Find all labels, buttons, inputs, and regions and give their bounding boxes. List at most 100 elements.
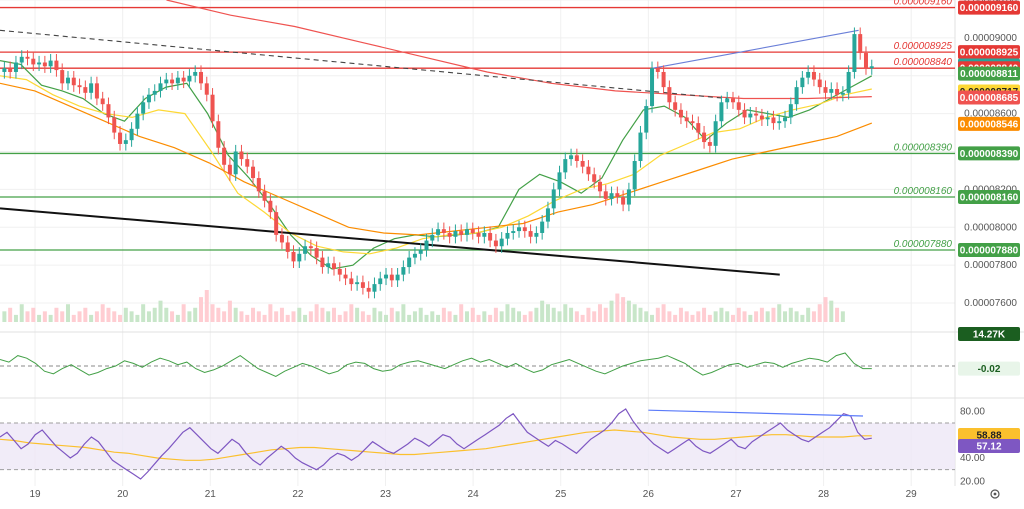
volume-bar: [19, 304, 24, 322]
ma-line: [0, 75, 872, 255]
volume-bar: [320, 307, 325, 322]
volume-bar: [210, 304, 215, 322]
price-tick-label: 0.00008000: [964, 222, 1017, 233]
candle-body: [25, 56, 30, 59]
volume-bar: [204, 290, 209, 322]
volume-bar: [447, 311, 452, 322]
volume-bar: [291, 311, 296, 322]
volume-bar: [193, 307, 198, 322]
volume-bar: [563, 304, 568, 322]
volume-bar: [407, 314, 412, 322]
volume-bar: [777, 304, 782, 322]
candle-body: [146, 94, 151, 103]
candle-body: [19, 56, 24, 63]
candle-body: [459, 231, 464, 235]
volume-bar: [823, 297, 828, 322]
volume-bar: [262, 314, 267, 322]
candle-body: [152, 90, 157, 95]
candle-body: [794, 87, 799, 105]
volume-bar: [488, 314, 493, 322]
candle-body: [684, 117, 689, 122]
candle-body: [788, 104, 793, 118]
volume-bar: [811, 311, 816, 322]
candle-body: [800, 77, 805, 88]
horizontal-levels[interactable]: 0.000009160 0.000008925 0.000008840 0.00000…: [0, 0, 955, 251]
volume-bar: [592, 311, 597, 322]
price-badge: [958, 66, 1020, 81]
trendlines[interactable]: [0, 29, 859, 276]
price-tick-label: 0.00009000: [964, 33, 1017, 44]
candle-body: [493, 240, 498, 247]
time-axis[interactable]: 19 20 21 22 23 24 25 26 27 28 29: [29, 489, 917, 500]
candle-body: [603, 191, 608, 199]
volume-bar: [650, 314, 655, 322]
volume-badge: [958, 327, 1020, 341]
candlesticks[interactable]: [2, 27, 874, 299]
volume-bar: [77, 311, 82, 322]
candle-body: [852, 34, 857, 72]
candle-body: [534, 232, 539, 237]
candle-body: [320, 257, 325, 268]
volume-bar: [736, 307, 741, 322]
candle-body: [331, 263, 336, 269]
volume-bar: [170, 311, 175, 322]
price-tick-label: 0.00007800: [964, 260, 1017, 271]
volume-bar: [609, 300, 614, 322]
candle-body: [806, 71, 811, 78]
volume-bar: [181, 304, 186, 322]
candle-body: [256, 178, 261, 192]
candle-body: [476, 232, 481, 237]
volume-bars: [2, 290, 845, 322]
volume-bar: [632, 304, 637, 322]
level-badge: [958, 146, 1020, 161]
candle-body: [48, 60, 53, 67]
settings-icon[interactable]: [990, 489, 1000, 499]
candle-body: [667, 87, 672, 103]
volume-bar: [580, 314, 585, 322]
volume-bar: [603, 307, 608, 322]
rsi-tick-label: 80.00: [960, 406, 985, 417]
candle-body: [71, 77, 76, 86]
volume-bar: [459, 304, 464, 322]
volume-bar: [794, 311, 799, 322]
volume-bar: [840, 311, 845, 322]
candle-body: [482, 232, 487, 237]
candle-body: [453, 231, 458, 237]
volume-bar: [65, 304, 70, 322]
level-label: 0.000008840: [894, 57, 953, 68]
volume-bar: [343, 311, 348, 322]
volume-bar: [48, 314, 53, 322]
candle-body: [170, 79, 175, 84]
volume-bar: [621, 297, 626, 322]
volume-bar: [239, 311, 244, 322]
candle-body: [447, 232, 452, 237]
candle-body: [858, 34, 863, 54]
rsi-band: [0, 423, 955, 470]
volume-bar: [158, 300, 163, 322]
volume-bar: [314, 304, 319, 322]
volume-bar: [725, 311, 730, 322]
volume-bar: [505, 304, 510, 322]
candle-body: [89, 83, 94, 93]
candle-body: [314, 248, 319, 258]
trendline: [652, 29, 859, 69]
time-tick-label: 27: [730, 489, 742, 500]
volume-bar: [141, 304, 146, 322]
volume-bar: [152, 307, 157, 322]
volume-bar: [401, 304, 406, 322]
volume-bar: [482, 311, 487, 322]
price-badge: [958, 90, 1020, 105]
rsi-ma-badge-text: 58.88: [976, 430, 1001, 441]
candle-body: [748, 113, 753, 118]
candle-body: [158, 83, 163, 91]
time-tick-label: 26: [643, 489, 655, 500]
volume-bar: [175, 314, 180, 322]
candle-body: [505, 232, 510, 239]
volume-bar: [8, 307, 13, 322]
price-tick-label: 0.00007600: [964, 298, 1017, 309]
candle-body: [846, 71, 851, 93]
volume-bar: [37, 314, 42, 322]
volume-bar: [25, 311, 30, 322]
